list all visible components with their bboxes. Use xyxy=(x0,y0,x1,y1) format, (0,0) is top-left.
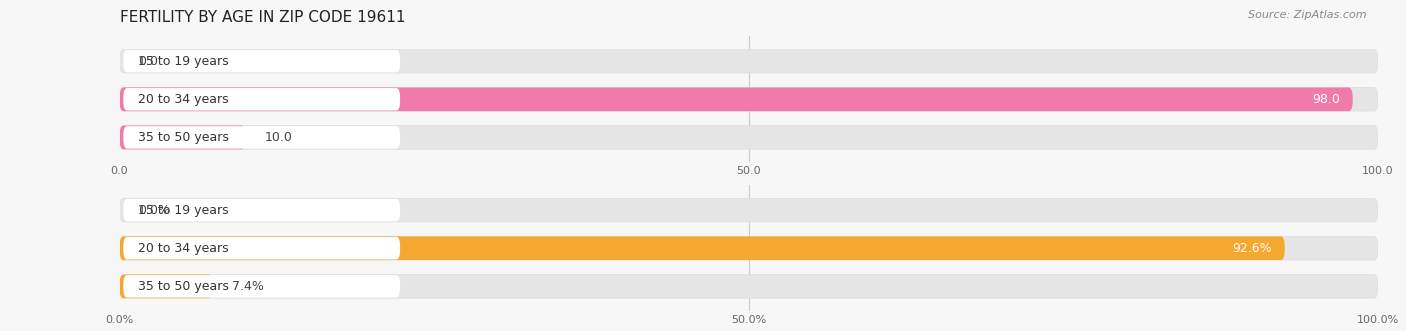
FancyBboxPatch shape xyxy=(120,236,1285,260)
Text: 35 to 50 years: 35 to 50 years xyxy=(138,280,229,293)
Text: 35 to 50 years: 35 to 50 years xyxy=(138,131,229,144)
Text: 0.0%: 0.0% xyxy=(138,204,170,216)
Text: 20 to 34 years: 20 to 34 years xyxy=(138,242,229,255)
FancyBboxPatch shape xyxy=(120,87,1378,111)
Text: Source: ZipAtlas.com: Source: ZipAtlas.com xyxy=(1249,10,1367,20)
Text: 15 to 19 years: 15 to 19 years xyxy=(138,204,229,216)
Text: 92.6%: 92.6% xyxy=(1233,242,1272,255)
FancyBboxPatch shape xyxy=(124,88,401,111)
FancyBboxPatch shape xyxy=(124,126,401,149)
Text: 98.0: 98.0 xyxy=(1312,93,1340,106)
FancyBboxPatch shape xyxy=(124,275,401,298)
FancyBboxPatch shape xyxy=(120,274,212,298)
Text: 10.0: 10.0 xyxy=(264,131,292,144)
FancyBboxPatch shape xyxy=(120,49,1378,73)
FancyBboxPatch shape xyxy=(120,236,1378,260)
FancyBboxPatch shape xyxy=(120,125,245,149)
FancyBboxPatch shape xyxy=(124,237,401,260)
Text: 0.0: 0.0 xyxy=(138,55,159,68)
Text: 15 to 19 years: 15 to 19 years xyxy=(138,55,229,68)
FancyBboxPatch shape xyxy=(124,50,401,72)
FancyBboxPatch shape xyxy=(120,198,1378,222)
FancyBboxPatch shape xyxy=(120,274,1378,298)
Text: 7.4%: 7.4% xyxy=(232,280,263,293)
Text: FERTILITY BY AGE IN ZIP CODE 19611: FERTILITY BY AGE IN ZIP CODE 19611 xyxy=(120,10,405,25)
FancyBboxPatch shape xyxy=(124,199,401,221)
FancyBboxPatch shape xyxy=(120,125,1378,149)
Text: 20 to 34 years: 20 to 34 years xyxy=(138,93,229,106)
FancyBboxPatch shape xyxy=(120,87,1353,111)
